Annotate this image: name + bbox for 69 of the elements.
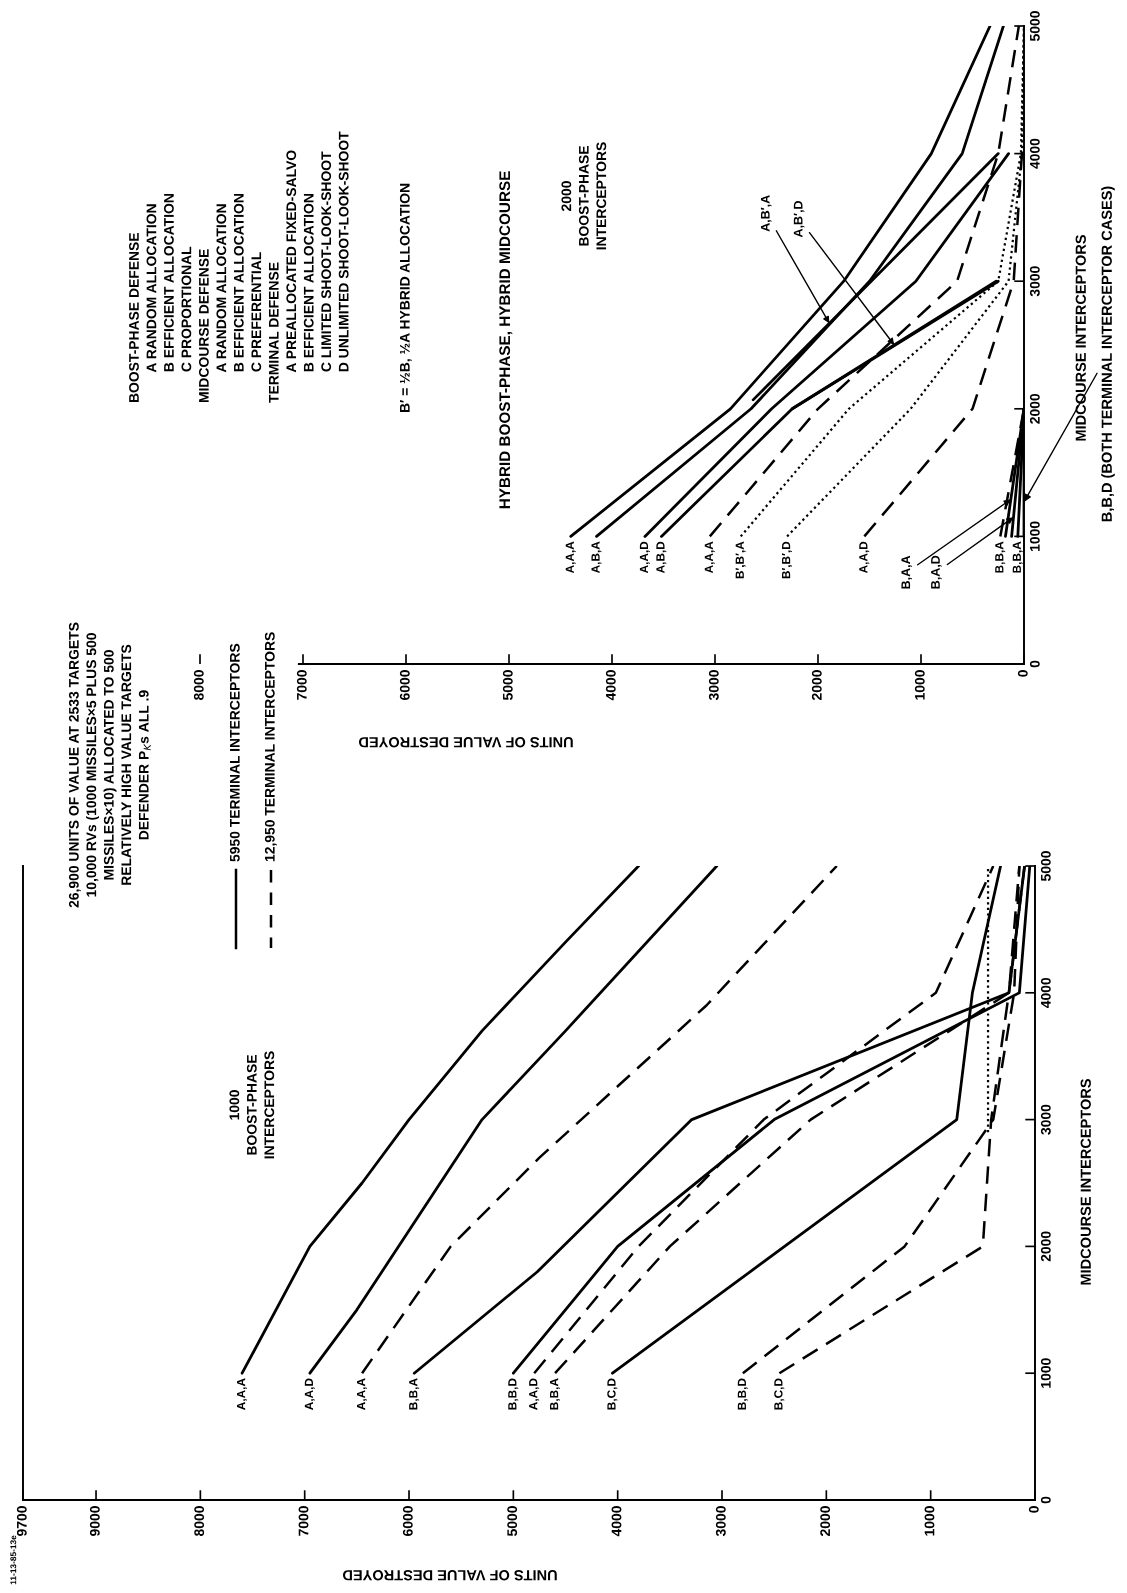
text: B,C,D bbox=[774, 1378, 785, 1410]
x-axis-title: UNITS OF VALUE DESTROYED bbox=[342, 1570, 557, 1581]
y-tick-label: 2000 bbox=[1040, 1231, 1051, 1262]
annotation: A,B′,D bbox=[793, 201, 805, 238]
y-tick-label: 3000 bbox=[1040, 1104, 1051, 1135]
text: B,B,D bbox=[737, 1378, 748, 1410]
annotation: B,B,D (BOTH TERMINAL INTERCEPTOR CASES) bbox=[1101, 186, 1115, 522]
annotation: B,A,A bbox=[901, 555, 912, 589]
y-axis-title: MIDCOURSE INTERCEPTORS bbox=[1075, 234, 1086, 441]
x-axis-title: UNITS OF VALUE DESTROYED bbox=[358, 737, 573, 748]
x-tick-label: 3000 bbox=[715, 1506, 726, 1537]
text: A,A,D bbox=[639, 541, 650, 574]
x-tick-label: 5000 bbox=[502, 670, 513, 701]
x-tick-label: 5000 bbox=[507, 1506, 518, 1537]
x-tick-label: 0 bbox=[1017, 670, 1028, 677]
text: A,A,D bbox=[529, 1378, 540, 1410]
x-tick-label: 9700 bbox=[16, 1506, 27, 1536]
x-tick-label: 8000 bbox=[194, 1506, 205, 1537]
annotation: A,B′,A bbox=[760, 195, 772, 232]
annotation: 1000 BOOST-PHASE INTERCEPTORS bbox=[229, 1051, 275, 1159]
text: B′,B′,D bbox=[782, 541, 792, 579]
y-tick-label: 4000 bbox=[1029, 138, 1040, 169]
y-tick-label: 3000 bbox=[1029, 266, 1040, 297]
x-tick-label: 3000 bbox=[708, 670, 719, 701]
annotation: 12,950 TERMINAL INTERCEPTORS bbox=[264, 632, 277, 862]
y-tick-label: 1000 bbox=[1040, 1358, 1051, 1388]
annotation: 26,900 UNITS OF VALUE AT 2533 TARGETS 10,000 RVs (1000 MISSILES×5 PLUS 500 MISSILES×10) ALLOCATED TO 500 RELATIVELY HIGH VALUE TARGETS DEFENDER P$_{K}$s ALL .9 bbox=[68, 622, 151, 908]
text: A,A,A bbox=[704, 541, 715, 574]
annotation: 5950 TERMINAL INTERCEPTORS bbox=[229, 643, 240, 862]
text: B,B,A bbox=[409, 1378, 420, 1410]
x-tick-label: 9000 bbox=[89, 1506, 100, 1536]
x-tick-label: 4000 bbox=[605, 670, 616, 701]
y-tick-label: 0 bbox=[1029, 660, 1040, 668]
text: B′,B′,A bbox=[735, 541, 746, 579]
text: A,A,A bbox=[565, 541, 576, 574]
y-tick-label: 1000 bbox=[1029, 521, 1040, 551]
text: B,C,D bbox=[607, 1378, 618, 1410]
x-tick-label: 4000 bbox=[611, 1506, 622, 1537]
annotation: B,A,D bbox=[931, 555, 942, 589]
text: A,A,A bbox=[237, 1378, 247, 1410]
text: A,A,D bbox=[859, 541, 870, 574]
x-tick-label: 6000 bbox=[402, 1506, 413, 1536]
x-tick-label: 1000 bbox=[924, 1506, 935, 1536]
annotation: 2000 BOOST-PHASE INTERCEPTORS bbox=[561, 142, 607, 250]
text: B,B,A bbox=[550, 1378, 560, 1410]
x-tick-label: 2000 bbox=[820, 1506, 831, 1536]
x-tick-label: 2000 bbox=[811, 670, 822, 700]
y-tick-label: 2000 bbox=[1029, 393, 1040, 424]
x-tick-label: 1000 bbox=[914, 670, 925, 700]
text: A,A,A bbox=[357, 1378, 367, 1410]
x-tick-label: 7000 bbox=[296, 670, 307, 700]
annotation: B′ = ½B, ½A HYBRID ALLOCATION bbox=[399, 183, 412, 413]
text: A,B,D bbox=[656, 541, 667, 574]
text: HYBRID BOOST-PHASE, HYBRID MIDCOURSE bbox=[499, 171, 513, 509]
text: BOOST-PHASE DEFENSE A RANDOM ALLOCATION B EFFICIENT ALLOCATION C PROPORTIONAL MIDCOURSE DEFENSE A RANDOM ALLOCATION B EFFICIENT ALLOCATION C PREFERENTIAL TERMINAL DEFENSE A PREALLOCATED FIXED-SALVO B EFFICIENT ALLOCATION C LIMITED SHOOT-LOOK-SHOOT D UNLIMITED SHOOT-LOOK-SHOOT bbox=[129, 131, 349, 403]
text: B,B,D bbox=[508, 1378, 519, 1410]
y-tick-label: 0 bbox=[1040, 1496, 1051, 1504]
y-tick-label: 5000 bbox=[1029, 11, 1040, 42]
text: A,A,D bbox=[304, 1378, 315, 1410]
x-tick-label: 7000 bbox=[298, 1506, 309, 1536]
text: 11-13-85-13e bbox=[10, 1535, 17, 1585]
text: B,B,A bbox=[1012, 541, 1023, 573]
y-tick-label: 4000 bbox=[1040, 977, 1051, 1009]
text: B,B,A bbox=[995, 541, 1006, 573]
x-tick-label: 8000 bbox=[193, 670, 204, 701]
x-tick-label: 6000 bbox=[399, 670, 410, 700]
y-tick-label: 5000 bbox=[1040, 851, 1051, 882]
text: A,B,A bbox=[591, 541, 602, 574]
y-axis-title: MIDCOURSE INTERCEPTORS bbox=[1080, 1078, 1091, 1285]
